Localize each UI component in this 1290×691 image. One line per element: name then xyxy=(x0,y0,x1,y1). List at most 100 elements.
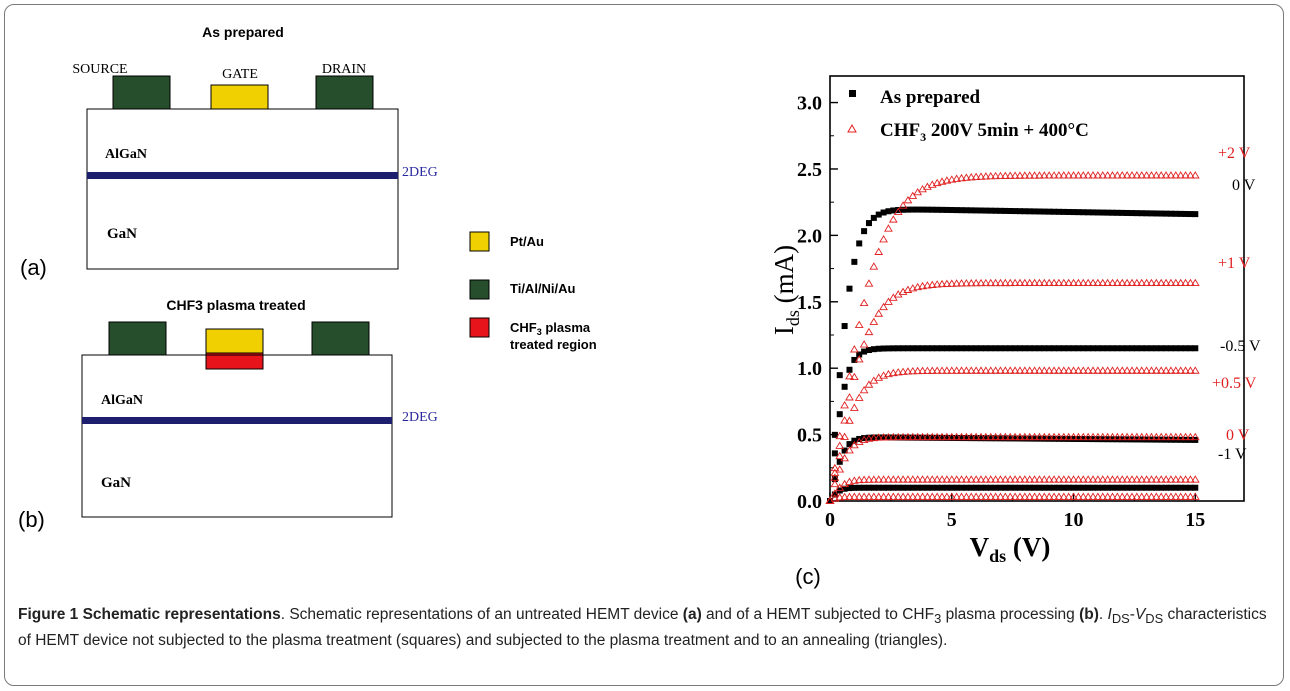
data-point-triangle xyxy=(1069,432,1078,441)
data-point-triangle xyxy=(854,393,864,401)
data-point-triangle xyxy=(893,432,903,441)
gate-voltage-label: 0 V xyxy=(1232,177,1256,194)
data-point-square xyxy=(973,345,980,352)
data-point-triangle xyxy=(1122,278,1132,287)
data-point-square xyxy=(977,484,984,491)
x-tick-label: 15 xyxy=(1185,509,1205,531)
data-point-triangle xyxy=(996,492,1005,500)
axis-ticks: 0 5 10 15 0.0 0.5 1.0 1.5 2.0 2.5 3.0 xyxy=(797,93,1205,531)
data-point-square xyxy=(1187,211,1194,218)
data-point-triangle xyxy=(947,279,957,287)
data-point-square xyxy=(963,435,970,442)
data-point-square xyxy=(953,484,960,491)
data-point-triangle xyxy=(961,475,971,483)
data-point-triangle xyxy=(840,453,850,462)
data-point-triangle xyxy=(1108,492,1117,500)
data-point-square xyxy=(1114,484,1121,491)
data-point-triangle xyxy=(1156,475,1166,483)
data-point-triangle xyxy=(1166,492,1176,500)
data-point-triangle xyxy=(893,492,903,500)
legend-label-chf-line1: CHF3 plasma xyxy=(510,320,591,337)
data-point-square xyxy=(973,484,980,491)
data-point-triangle xyxy=(957,366,966,374)
data-point-square xyxy=(1192,484,1199,491)
data-point-triangle xyxy=(1166,171,1176,179)
data-point-square xyxy=(1187,484,1194,491)
data-point-triangle xyxy=(932,280,942,288)
data-point-triangle xyxy=(957,173,966,182)
data-point-square xyxy=(1080,209,1087,216)
algan-label-b: AlGaN xyxy=(101,393,143,408)
data-point-square xyxy=(1055,208,1062,215)
data-point-triangle xyxy=(1098,171,1108,179)
data-point-square xyxy=(1026,435,1033,442)
data-point-square xyxy=(841,383,848,390)
data-point-triangle xyxy=(1108,366,1117,374)
data-point-triangle xyxy=(1190,366,1200,374)
data-point-square xyxy=(943,206,950,213)
data-point-triangle xyxy=(1000,278,1010,287)
data-point-triangle xyxy=(840,416,850,424)
data-point-square xyxy=(1046,484,1053,491)
data-point-square xyxy=(939,484,946,491)
data-point-triangle xyxy=(1108,171,1117,179)
data-point-square xyxy=(1158,210,1165,217)
data-point-triangle xyxy=(971,492,981,500)
data-point-triangle xyxy=(1025,171,1035,179)
data-point-triangle xyxy=(1147,171,1156,179)
data-point-triangle xyxy=(918,281,927,290)
data-point-square xyxy=(1021,208,1028,215)
data-point-square xyxy=(934,345,941,352)
data-point-square xyxy=(914,206,921,213)
data-point-square xyxy=(1060,484,1067,491)
data-point-triangle xyxy=(1181,492,1190,500)
panel-c-letter: (c) xyxy=(795,564,821,589)
data-point-square xyxy=(1036,345,1043,352)
data-point-triangle xyxy=(1137,432,1147,441)
data-point-square xyxy=(1148,484,1155,491)
data-point-square xyxy=(865,434,872,441)
data-point-triangle xyxy=(1005,171,1015,179)
data-point-triangle xyxy=(1049,366,1059,374)
data-point-triangle xyxy=(1078,366,1088,374)
data-point-triangle xyxy=(1054,475,1064,483)
data-point-square xyxy=(1148,210,1155,217)
data-point-square xyxy=(1085,345,1092,352)
data-point-square xyxy=(1031,484,1038,491)
data-point-triangle xyxy=(908,475,918,483)
data-point-triangle xyxy=(1074,492,1083,500)
data-point-square xyxy=(992,345,999,352)
data-point-triangle xyxy=(981,475,991,483)
data-point-triangle xyxy=(1142,492,1151,500)
figure-art: As prepared SOURCE GATE DRAIN AlGaN GaN … xyxy=(18,24,1261,589)
data-point-triangle xyxy=(1010,278,1020,287)
data-point-square xyxy=(1094,209,1101,216)
gate-contact xyxy=(210,84,269,110)
x-axis-title: Vds (V) xyxy=(970,532,1051,566)
source-contact xyxy=(112,75,171,110)
data-point-triangle xyxy=(1171,475,1181,483)
data-point-square xyxy=(1124,209,1131,216)
data-point-triangle xyxy=(952,492,962,500)
data-point-triangle xyxy=(1049,171,1059,179)
data-point-triangle xyxy=(1112,432,1122,441)
data-point-triangle xyxy=(1039,432,1049,441)
data-point-square xyxy=(953,434,960,441)
data-point-triangle xyxy=(859,385,869,394)
data-point-square xyxy=(836,372,843,379)
data-point-triangle xyxy=(1005,278,1015,287)
data-point-triangle xyxy=(1093,432,1103,441)
panel-a-title: As prepared xyxy=(202,24,284,40)
data-point-triangle xyxy=(1064,171,1074,179)
data-point-triangle xyxy=(1122,432,1132,441)
data-point-square xyxy=(934,206,941,213)
data-point-square xyxy=(880,209,887,216)
data-point-square xyxy=(919,484,926,491)
data-point-triangle xyxy=(1088,278,1098,287)
data-point-triangle xyxy=(903,195,913,204)
data-point-triangle xyxy=(854,355,864,363)
data-point-triangle xyxy=(893,475,903,483)
data-point-square xyxy=(1109,484,1116,491)
data-point-square xyxy=(1128,345,1135,352)
data-point-triangle xyxy=(1171,171,1181,179)
